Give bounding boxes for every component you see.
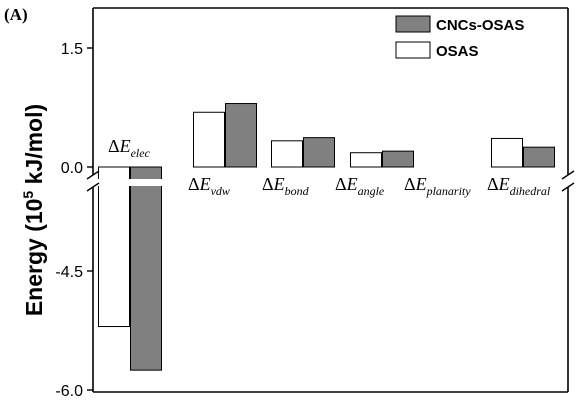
y-axis-label-superscript: 5	[20, 191, 36, 199]
bar-osas-bond	[271, 140, 303, 168]
legend-swatch-cncs-osas	[395, 15, 431, 33]
y-axis-label-unit: kJ/mol)	[21, 104, 47, 191]
category-label-elec: ΔEelec	[108, 136, 151, 160]
category-label-dihedral: ΔEdihedral	[487, 174, 551, 198]
bar-cncs-osas-bond	[303, 137, 335, 168]
legend-label-osas: OSAS	[436, 43, 479, 60]
legend: CNCs-OSAS OSAS	[395, 15, 524, 60]
y-tick-label: 0.0	[61, 160, 83, 177]
bar-body	[130, 166, 162, 371]
axis-break-mark-right-1	[561, 170, 575, 180]
bar-osas-vdw	[193, 111, 225, 168]
bar-break-gap	[129, 179, 163, 186]
plot-area	[97, 103, 555, 371]
category-label-angle: ΔEangle	[335, 174, 385, 198]
bar-cncs-osas-dihedral	[523, 146, 555, 168]
category-label-planarity: ΔEplanarity	[404, 174, 471, 198]
y-axis-label: Energy (105 kJ/mol)	[20, 104, 47, 316]
category-label-bond: ΔEbond	[262, 174, 310, 198]
bar-cncs-osas-elec	[129, 166, 163, 371]
bar-cncs-osas-vdw	[225, 103, 257, 168]
y-tick-label: -4.5	[55, 264, 83, 281]
bar-osas-dihedral	[491, 137, 523, 168]
legend-swatch-osas	[395, 41, 431, 59]
bar-osas-angle	[350, 152, 382, 168]
y-tick-label: -6.0	[55, 383, 83, 400]
bar-body	[98, 166, 130, 328]
panel-label: (A)	[4, 5, 28, 24]
category-label-vdw: ΔEvdw	[188, 174, 230, 198]
axis-break-mark-left-2	[86, 182, 100, 192]
axis-break-mark-left-1	[86, 170, 100, 180]
legend-label-cncs-osas: CNCs-OSAS	[436, 17, 524, 34]
axis-break-mark-right-2	[561, 182, 575, 192]
bar-osas-elec	[97, 166, 131, 328]
y-tick-label: 1.5	[61, 41, 83, 58]
bar-break-gap	[97, 179, 131, 186]
y-axis-label-main: Energy (10	[21, 199, 47, 317]
bar-cncs-osas-angle	[382, 150, 414, 168]
y-axis-label-text: Energy (105 kJ/mol)	[20, 104, 47, 316]
axes: ΔEelec ΔEvdw ΔEbond ΔEangle ΔEplanarity ΔEdih…	[55, 7, 575, 400]
